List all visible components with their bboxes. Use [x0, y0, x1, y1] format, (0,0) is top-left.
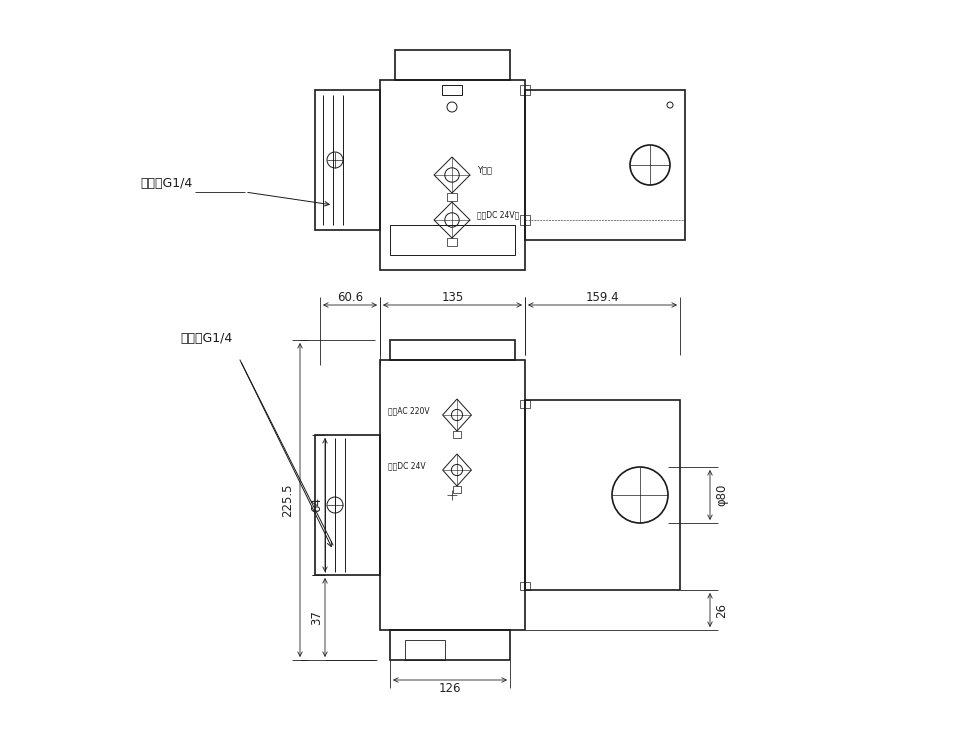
Bar: [447, 238, 457, 246]
Text: 进油口G1/4: 进油口G1/4: [180, 332, 232, 345]
Text: 37: 37: [310, 610, 324, 625]
Bar: [390, 225, 515, 255]
Text: 26: 26: [715, 602, 729, 617]
Bar: [520, 400, 530, 408]
Bar: [520, 85, 530, 95]
Bar: [453, 486, 461, 493]
Text: 出油口G1/4: 出油口G1/4: [141, 177, 193, 190]
Text: 输入AC 220V: 输入AC 220V: [388, 406, 430, 415]
Bar: [395, 50, 510, 80]
Bar: [520, 582, 530, 590]
Text: 输入DC 24V输: 输入DC 24V输: [477, 210, 519, 220]
Text: 126: 126: [439, 682, 461, 695]
Bar: [315, 90, 380, 230]
Bar: [525, 400, 680, 590]
Text: φ80: φ80: [715, 484, 729, 506]
Bar: [405, 640, 445, 660]
Bar: [315, 435, 380, 575]
Bar: [453, 431, 461, 438]
Text: 64: 64: [310, 497, 324, 513]
Bar: [442, 85, 462, 95]
Text: 225.5: 225.5: [281, 483, 295, 517]
Bar: [525, 90, 685, 240]
Bar: [390, 340, 515, 360]
Text: 60.6: 60.6: [337, 291, 363, 303]
Bar: [380, 80, 525, 270]
Bar: [447, 193, 457, 201]
Bar: [520, 215, 530, 225]
Bar: [380, 360, 525, 630]
Bar: [390, 630, 510, 660]
Text: 159.4: 159.4: [586, 291, 619, 303]
Text: 输入DC 24V: 输入DC 24V: [388, 462, 425, 471]
Text: 135: 135: [442, 291, 464, 303]
Text: Y接法: Y接法: [477, 166, 492, 175]
